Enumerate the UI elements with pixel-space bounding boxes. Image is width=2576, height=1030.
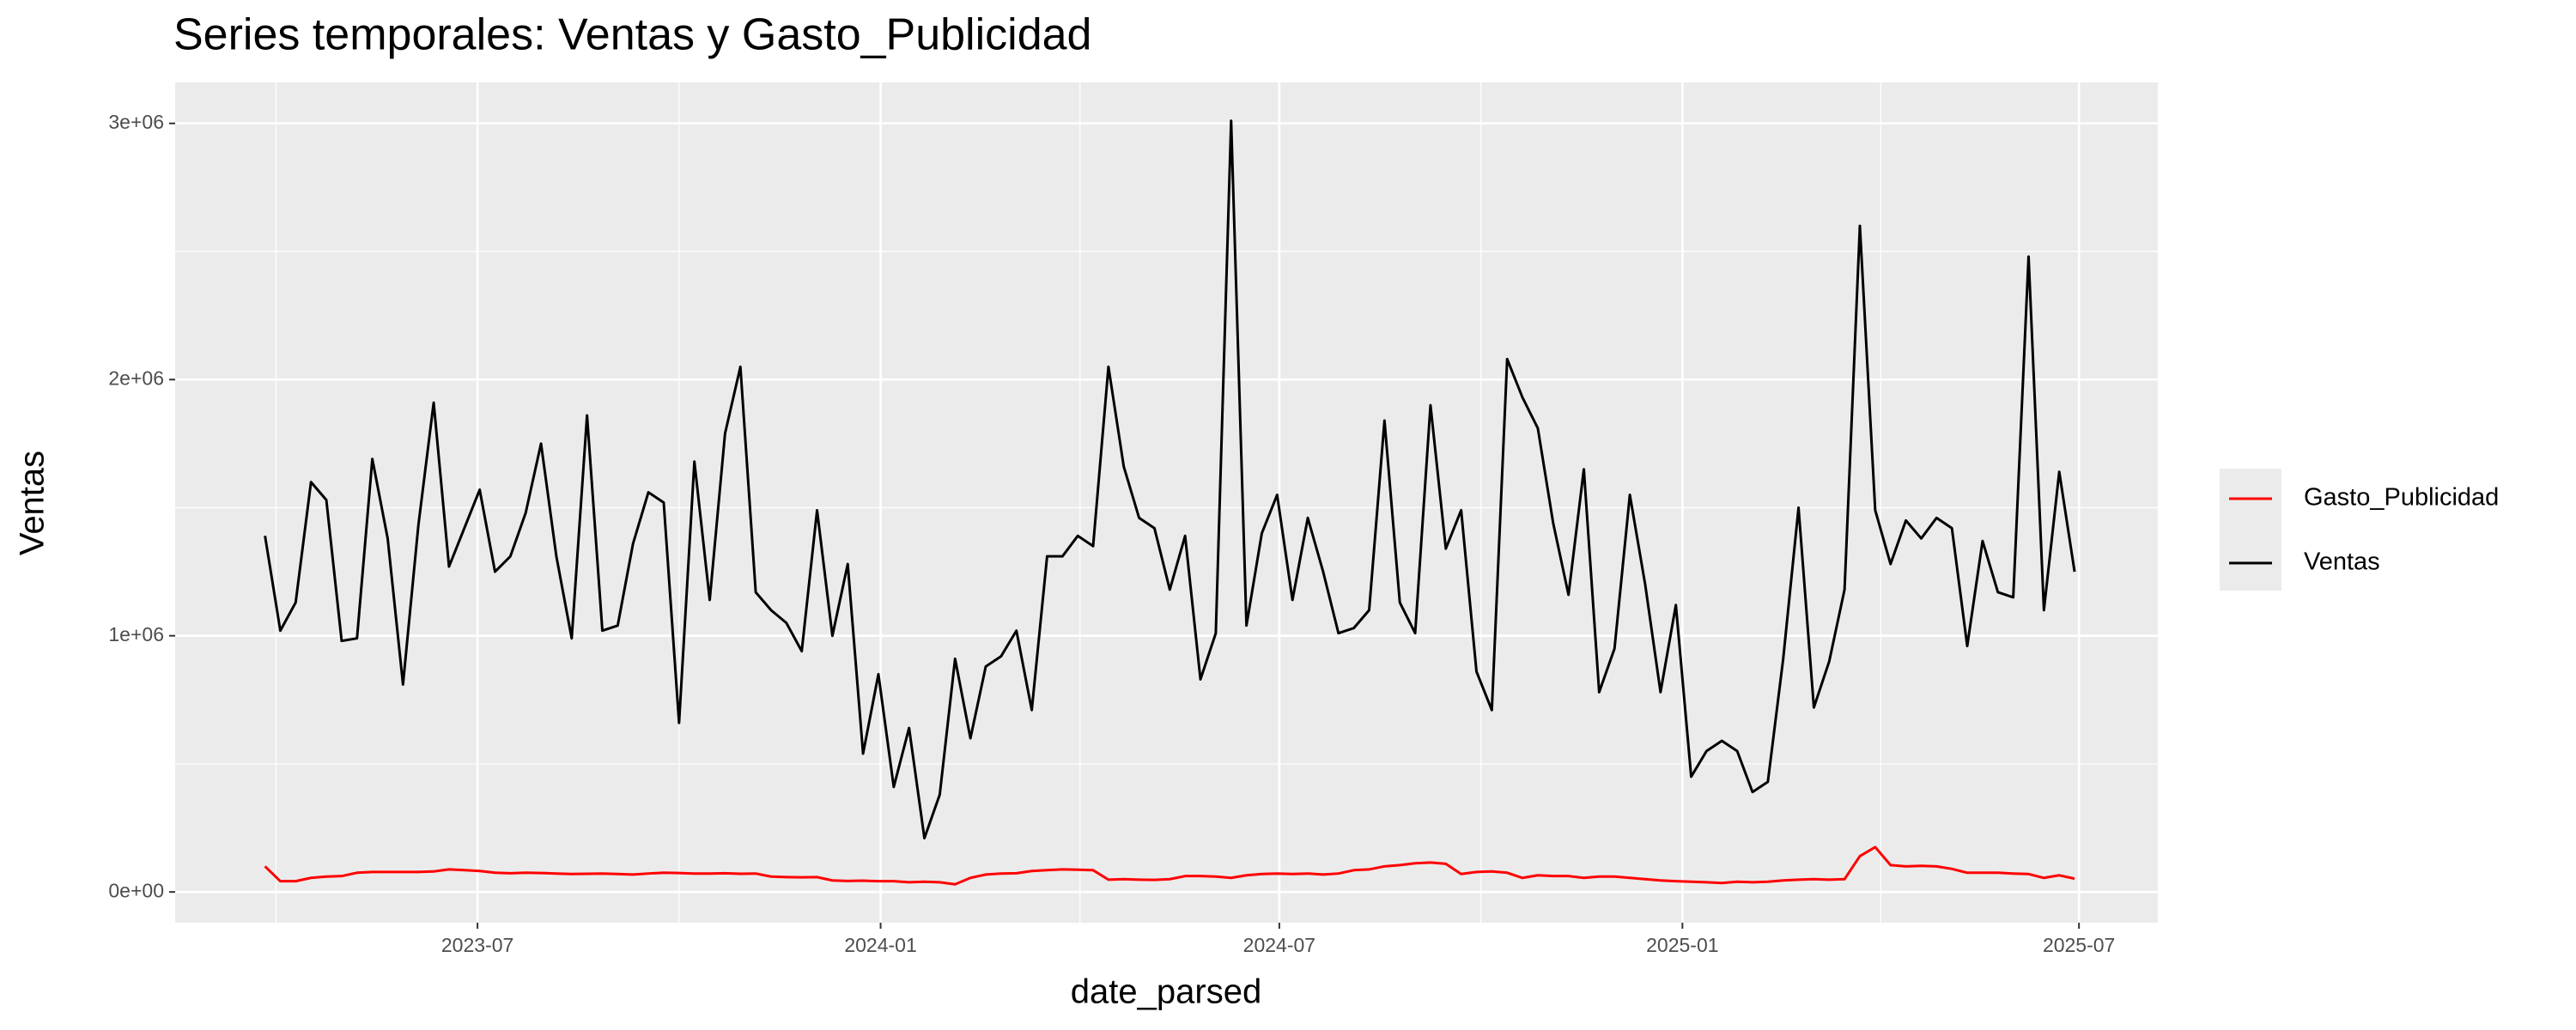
y-tick-label: 3e+06 [108, 111, 164, 133]
y-tick-label: 2e+06 [108, 367, 164, 389]
x-tick-label: 2024-01 [844, 934, 916, 956]
legend: Gasto_Publicidad Ventas [2220, 469, 2499, 591]
y-tick-label: 0e+00 [108, 879, 164, 901]
grid [175, 82, 2158, 923]
y-tick-label: 1e+06 [108, 623, 164, 645]
legend-keys-background [2220, 469, 2281, 591]
x-tick-label: 2024-07 [1243, 934, 1315, 956]
y-axis-title: Ventas [14, 451, 52, 555]
x-tick-label: 2025-01 [1646, 934, 1718, 956]
x-tick-label: 2025-07 [2043, 934, 2115, 956]
x-tick-label: 2023-07 [441, 934, 513, 956]
series-line [264, 845, 2075, 886]
plot-panel [175, 82, 2158, 923]
lines [264, 119, 2076, 886]
series-line [264, 119, 2076, 839]
legend-label: Gasto_Publicidad [2304, 484, 2499, 512]
chart-title: Series temporales: Ventas y Gasto_Public… [173, 10, 1091, 60]
x-axis-title: date_parsed [1071, 973, 1261, 1011]
legend-label: Ventas [2304, 548, 2380, 576]
axes: 0e+00 1e+06 2e+06 3e+06 2023-07 2024-01 2024-0… [108, 111, 2115, 956]
